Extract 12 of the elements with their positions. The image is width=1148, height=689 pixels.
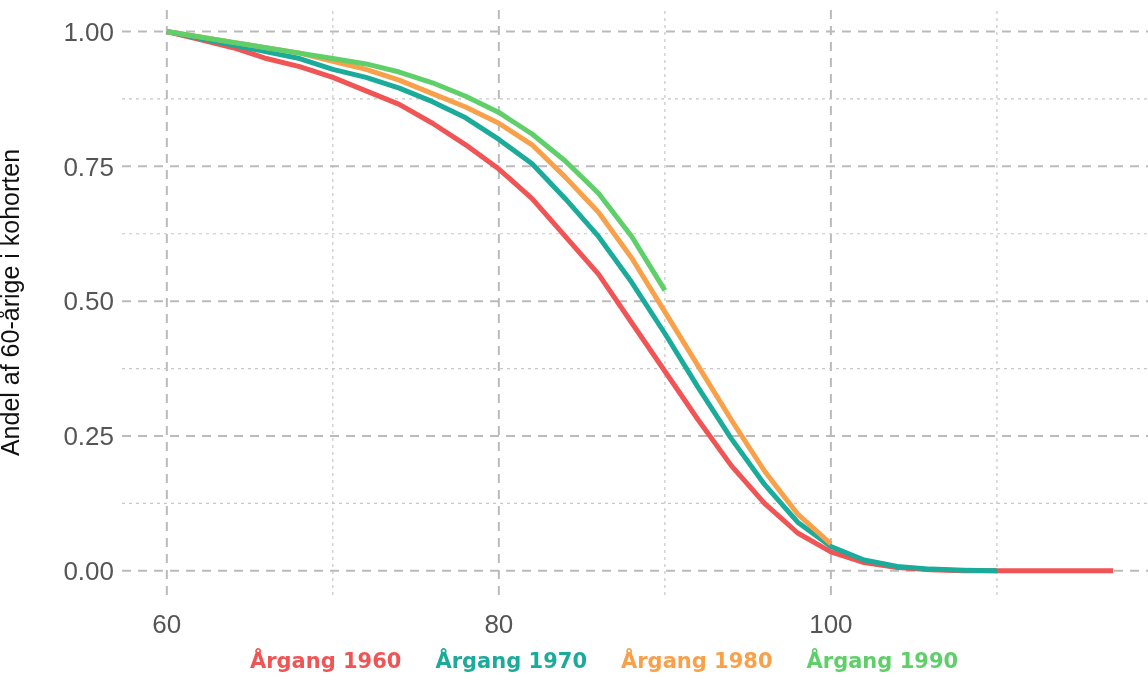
y-tick-label: 0.00 xyxy=(63,555,114,586)
y-tick-label: 0.50 xyxy=(63,286,114,317)
text: Årgang 1990 xyxy=(806,649,959,673)
x-tick-label: 60 xyxy=(152,609,182,640)
y-tick-label: 0.75 xyxy=(63,151,114,182)
text: Årgang 1960 xyxy=(249,649,402,673)
y-tick-label: 1.00 xyxy=(63,16,114,47)
text: Årgang 1980 xyxy=(621,649,773,673)
x-tick-label: 80 xyxy=(484,609,514,640)
text: Årgang 1970 xyxy=(435,649,587,673)
y-tick-label: 0.25 xyxy=(63,421,114,452)
x-tick-label: 100 xyxy=(809,609,853,640)
